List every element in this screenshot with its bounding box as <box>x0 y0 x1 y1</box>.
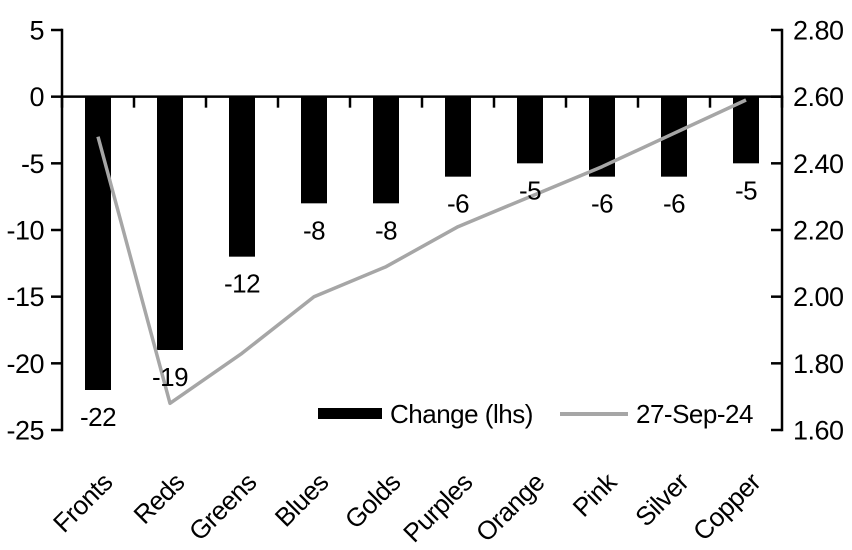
legend-label-27-sep-24: 27-Sep-24 <box>636 399 753 429</box>
category-label-pink: Pink <box>567 466 624 523</box>
bar-pink <box>589 96 615 177</box>
right-axis-tick-label: 1.60 <box>793 416 844 446</box>
legend-label-change-lhs: Change (lhs) <box>390 399 533 429</box>
left-axis-tick-label: -10 <box>6 216 44 246</box>
bar-label-golds: -8 <box>375 215 397 245</box>
left-axis-tick-label: 0 <box>29 82 44 112</box>
right-axis-tick-label: 1.80 <box>793 349 844 379</box>
right-axis-tick-label: 2.20 <box>793 216 844 246</box>
bar-label-purples: -6 <box>447 189 469 219</box>
bar-label-reds: -19 <box>152 362 188 392</box>
category-label-reds: Reds <box>128 467 191 530</box>
bar-blues <box>301 96 327 204</box>
bar-greens <box>229 96 255 257</box>
category-label-purples: Purples <box>397 467 478 548</box>
bar-purples <box>445 96 471 177</box>
category-label-silver: Silver <box>629 466 695 532</box>
left-axis-tick-label: -15 <box>6 282 44 312</box>
bar-label-orange: -5 <box>519 175 541 205</box>
left-axis-tick-label: -25 <box>6 416 44 446</box>
bar-label-fronts: -22 <box>80 402 116 432</box>
left-axis-tick-label: -5 <box>21 149 44 179</box>
right-axis-tick-label: 2.40 <box>793 149 844 179</box>
bar-fronts <box>85 96 111 391</box>
bar-label-blues: -8 <box>303 215 325 245</box>
category-label-blues: Blues <box>269 467 335 533</box>
category-label-orange: Orange <box>470 467 550 547</box>
right-axis-tick-label: 2.80 <box>793 16 844 46</box>
bar-label-silver: -6 <box>663 189 685 219</box>
right-axis-tick-label: 2.00 <box>793 282 844 312</box>
bar-copper <box>733 96 759 164</box>
bar-label-copper: -5 <box>735 175 757 205</box>
bar-label-greens: -12 <box>224 269 260 299</box>
bar-label-pink: -6 <box>591 189 613 219</box>
bar-reds <box>157 96 183 351</box>
bar-orange <box>517 96 543 164</box>
category-label-fronts: Fronts <box>47 467 119 539</box>
category-label-greens: Greens <box>183 467 263 547</box>
left-axis-tick-label: 5 <box>29 16 44 46</box>
category-label-copper: Copper <box>687 466 767 546</box>
bar-golds <box>373 96 399 204</box>
line-series-27-sep-24 <box>96 98 747 406</box>
right-axis-tick-label: 2.60 <box>793 82 844 112</box>
legend-swatch-bar <box>318 408 382 419</box>
category-label-golds: Golds <box>339 467 407 535</box>
left-axis-tick-label: -20 <box>6 349 44 379</box>
